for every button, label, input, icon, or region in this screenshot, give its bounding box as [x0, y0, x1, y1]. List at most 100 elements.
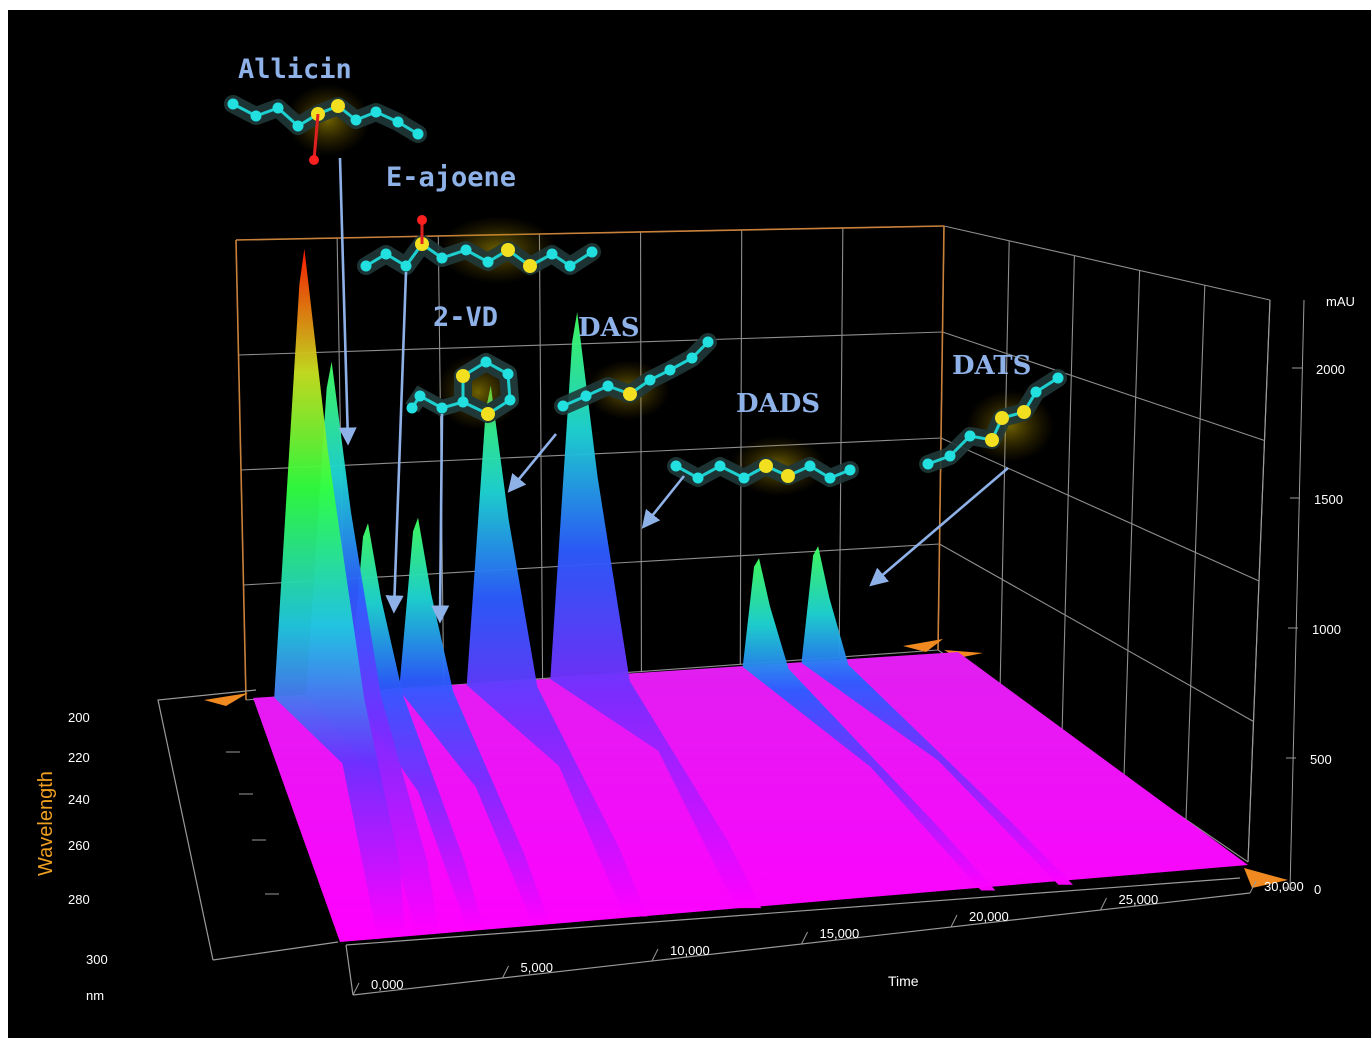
time-tick — [1249, 880, 1257, 894]
carbon-atom — [670, 460, 682, 472]
peak-arrow — [338, 157, 357, 446]
mau-tick-label: 1500 — [1314, 492, 1343, 507]
time-tick-label: 5,000 — [521, 960, 554, 975]
carbon-atom — [482, 256, 494, 268]
carbon-atom — [557, 400, 569, 412]
carbon-atom — [406, 402, 418, 414]
carbon-atom — [944, 450, 956, 462]
time-tick — [502, 965, 509, 979]
peak-arrow — [641, 475, 686, 529]
carbon-atom — [227, 98, 239, 110]
wavelength-tick-label: 200 — [68, 710, 90, 725]
right-wall-hline — [940, 437, 1260, 582]
carbon-atom — [414, 390, 426, 402]
molecule — [405, 353, 520, 430]
time-tick — [801, 931, 808, 945]
back-wall-hline — [238, 331, 943, 356]
wavelength-axis: 200 220 240 260 280 300 nm Wavelength — [35, 710, 279, 1003]
carbon-atom — [250, 110, 262, 122]
peak-arrow — [507, 433, 558, 493]
carbon-atom — [586, 246, 598, 258]
time-tick-label: 30,000 — [1264, 879, 1304, 894]
label-e-ajoene: E-ajoene — [386, 162, 516, 193]
time-axis: 0,000 5,000 10,000 15,000 20,000 25,000 30,000… — [352, 879, 1304, 996]
carbon-atom — [602, 380, 614, 392]
wavelength-tick-label: 280 — [68, 892, 90, 907]
carbon-atom — [350, 114, 362, 126]
time-tick — [651, 948, 659, 962]
carbon-atom — [504, 394, 516, 406]
time-tick-label: 25,000 — [1119, 892, 1159, 907]
floor-left-edge — [157, 689, 257, 961]
time-tick-label: 10,000 — [670, 943, 710, 958]
carbon-atom — [392, 116, 404, 128]
carbon-atom — [1030, 386, 1042, 398]
time-tick-label: 0,000 — [371, 977, 404, 992]
peak-ridge — [274, 248, 405, 935]
orange-marker — [903, 639, 943, 652]
label-2-vd: 2-VD — [433, 302, 498, 333]
sulfur-atom — [331, 99, 345, 113]
carbon-atom — [400, 260, 412, 272]
molecule — [357, 215, 601, 284]
carbon-atom — [564, 260, 576, 272]
wavelength-tick-label: 260 — [68, 838, 90, 853]
sulfur-atom — [995, 411, 1009, 425]
mau-tick-label: 1000 — [1312, 622, 1341, 637]
sulfur-atom — [759, 459, 773, 473]
time-tick-label: 20,000 — [969, 909, 1009, 924]
oxygen-atom — [417, 215, 427, 225]
peak-ridge — [466, 385, 647, 917]
wavelength-unit: nm — [86, 988, 104, 1003]
wavelength-axis-title: Wavelength — [35, 771, 57, 876]
sulfur-atom — [623, 387, 637, 401]
oxygen-atom — [309, 155, 319, 165]
carbon-atom — [292, 120, 304, 132]
carbon-atom — [714, 460, 726, 472]
peak-ridge — [349, 523, 484, 929]
time-axis-title: Time — [888, 973, 919, 989]
surface-base — [253, 652, 1248, 942]
mau-tick-label: 500 — [1310, 752, 1332, 767]
wavelength-tick-label: 240 — [68, 792, 90, 807]
carbon-atom — [436, 252, 448, 264]
carbon-atom — [460, 244, 472, 256]
molecule-bonds — [232, 102, 419, 136]
mau-tick-label: 2000 — [1316, 362, 1345, 377]
time-tick — [352, 982, 360, 996]
carbon-atom — [370, 106, 382, 118]
chart-frame: 0,000 5,000 10,000 15,000 20,000 25,000 30,000… — [8, 10, 1371, 1038]
peak-arrows — [338, 157, 1009, 624]
carbon-atom — [502, 368, 514, 380]
orange-marker — [944, 650, 983, 658]
carbon-atom — [457, 396, 469, 408]
oxygen-bond — [312, 113, 320, 161]
wavelength-tick-label: 300 — [86, 952, 108, 967]
molecule — [554, 333, 717, 420]
carbon-atom — [804, 460, 816, 472]
time-tick-label: 15,000 — [820, 926, 860, 941]
mau-axis: 0 500 1000 1500 2000 mAU — [1284, 294, 1355, 897]
carbon-atom — [380, 248, 392, 260]
carbon-atom — [844, 464, 856, 476]
carbon-atom — [580, 390, 592, 402]
carbon-atom — [436, 402, 448, 414]
carbon-atom — [480, 356, 492, 368]
molecule-bonds — [410, 394, 464, 410]
peak-arrow — [385, 271, 408, 614]
carbon-atom — [644, 374, 656, 386]
time-axis-line — [345, 877, 1241, 946]
orange-marker — [204, 693, 248, 706]
wavelength-tick-label: 220 — [68, 750, 90, 765]
carbon-atom — [546, 248, 558, 260]
time-tick — [1100, 897, 1107, 911]
carbon-atom — [686, 352, 698, 364]
sulfur-atom — [501, 243, 515, 257]
label-dads: DADS — [736, 389, 820, 419]
carbon-atom — [664, 364, 676, 376]
time-tick — [950, 914, 958, 928]
sulfur-atom — [456, 369, 470, 383]
molecule-structures — [224, 84, 1067, 496]
carbon-atom — [360, 260, 372, 272]
carbon-atom — [702, 336, 714, 348]
